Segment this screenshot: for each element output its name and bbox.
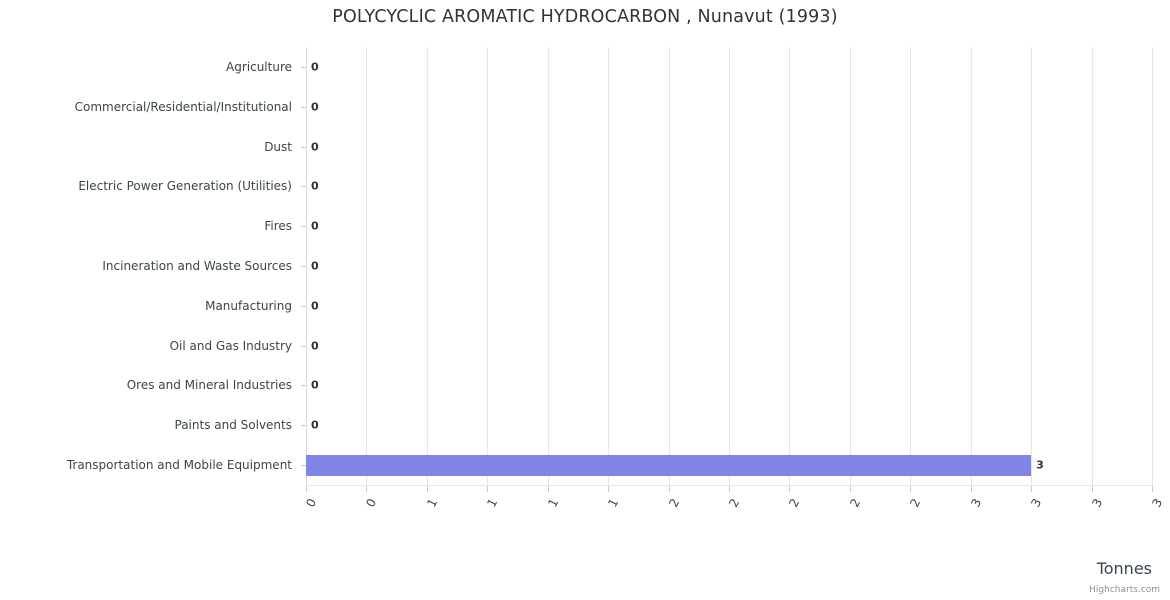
bar-data-label: 0: [311, 140, 319, 154]
x-axis-tick: [1091, 486, 1093, 492]
x-axis-tick: [789, 486, 791, 492]
x-axis-tick: [668, 486, 670, 492]
y-axis-tick: [301, 305, 306, 307]
x-axis-tick: [487, 486, 489, 492]
y-axis-category-label: Dust: [264, 139, 292, 154]
x-gridline: [910, 47, 912, 485]
x-gridline: [608, 47, 610, 485]
x-gridline: [1091, 47, 1093, 485]
x-axis-line: [306, 485, 1153, 486]
bar-data-label: 0: [311, 219, 319, 233]
x-axis-tick: [970, 486, 972, 492]
y-axis-tick: [301, 106, 306, 108]
x-axis-tick-label: 2: [847, 496, 864, 510]
bar-data-label: 0: [311, 418, 319, 432]
y-axis-category-label: Commercial/Residential/Institutional: [74, 99, 292, 114]
x-gridline: [547, 47, 549, 485]
x-axis-tick: [306, 486, 307, 492]
y-axis-line: [306, 47, 307, 485]
y-axis-category-label: Electric Power Generation (Utilities): [78, 179, 292, 194]
x-axis-tick-label: 1: [424, 496, 441, 510]
y-axis-tick: [301, 425, 306, 427]
bar-data-label: 0: [311, 179, 319, 193]
highcharts-credits: Highcharts.com: [1089, 585, 1160, 595]
x-axis-tick: [910, 486, 912, 492]
chart-title: POLYCYCLIC AROMATIC HYDROCARBON , Nunavu…: [332, 7, 838, 27]
bar-data-label: 0: [311, 259, 319, 273]
x-axis-tick: [426, 486, 428, 492]
y-axis-tick: [301, 266, 306, 267]
y-axis-tick: [301, 186, 306, 188]
bar-data-label: 0: [311, 339, 319, 353]
x-axis-title: Tonnes: [1096, 559, 1152, 578]
y-axis-category-label: Oil and Gas Industry: [169, 338, 292, 353]
bar-data-label: 0: [311, 60, 319, 74]
x-gridline: [1031, 47, 1033, 485]
x-gridline: [366, 47, 368, 485]
y-axis-category-label: Transportation and Mobile Equipment: [66, 458, 292, 473]
y-axis-tick: [301, 345, 306, 347]
y-axis-tick: [301, 226, 306, 228]
bar-data-label: 0: [311, 100, 319, 114]
y-axis-category-label: Fires: [264, 219, 292, 234]
bar-data-label: 0: [311, 378, 319, 392]
x-gridline: [668, 47, 670, 485]
x-gridline: [487, 47, 489, 485]
plot-area: [306, 47, 1153, 485]
x-axis-tick-label: 2: [786, 496, 803, 510]
x-axis-tick-label: 3: [1149, 496, 1166, 510]
x-axis-tick-label: 1: [545, 496, 561, 510]
bar[interactable]: [306, 454, 1032, 476]
x-gridline: [1152, 47, 1153, 485]
x-gridline: [970, 47, 972, 485]
bar-data-label: 0: [311, 299, 319, 313]
x-axis-tick-label: 0: [303, 496, 320, 510]
x-axis-tick: [366, 486, 368, 492]
y-axis-category-labels: Agriculture Commercial/Residential/Instit…: [0, 47, 292, 485]
x-axis-tick-label: 1: [605, 496, 622, 510]
x-gridline: [789, 47, 791, 485]
x-gridline: [849, 47, 851, 485]
y-axis-category-label: Ores and Mineral Industries: [126, 378, 292, 393]
x-axis-tick-label: 2: [665, 496, 682, 510]
x-axis-tick-label: 1: [484, 496, 501, 510]
y-axis-tick: [301, 146, 306, 148]
x-axis-tick: [1152, 486, 1153, 492]
y-axis-category-label: Manufacturing: [205, 298, 292, 313]
x-axis-tick-label: 3: [968, 496, 984, 510]
x-axis-tick-label: 2: [726, 496, 743, 510]
y-axis-category-label: Incineration and Waste Sources: [102, 259, 292, 273]
x-axis-tick-label: 2: [907, 496, 924, 510]
x-axis-tick: [608, 486, 610, 492]
y-axis-tick: [301, 465, 306, 467]
x-gridline: [426, 47, 428, 485]
x-axis-tick: [729, 486, 730, 492]
x-gridline: [729, 47, 730, 485]
bar-data-label: 3: [1036, 458, 1044, 472]
x-axis-tick: [1031, 486, 1033, 492]
x-axis-tick-label: 3: [1028, 496, 1045, 510]
y-axis-category-label: Agriculture: [226, 59, 292, 74]
x-axis-tick-label: 3: [1088, 496, 1105, 510]
y-axis-category-label: Paints and Solvents: [174, 418, 293, 433]
x-axis-tick: [547, 486, 549, 492]
x-axis-tick-label: 0: [363, 496, 380, 510]
y-axis-tick: [301, 66, 306, 68]
x-axis-tick: [849, 486, 851, 492]
y-axis-tick: [301, 385, 306, 387]
